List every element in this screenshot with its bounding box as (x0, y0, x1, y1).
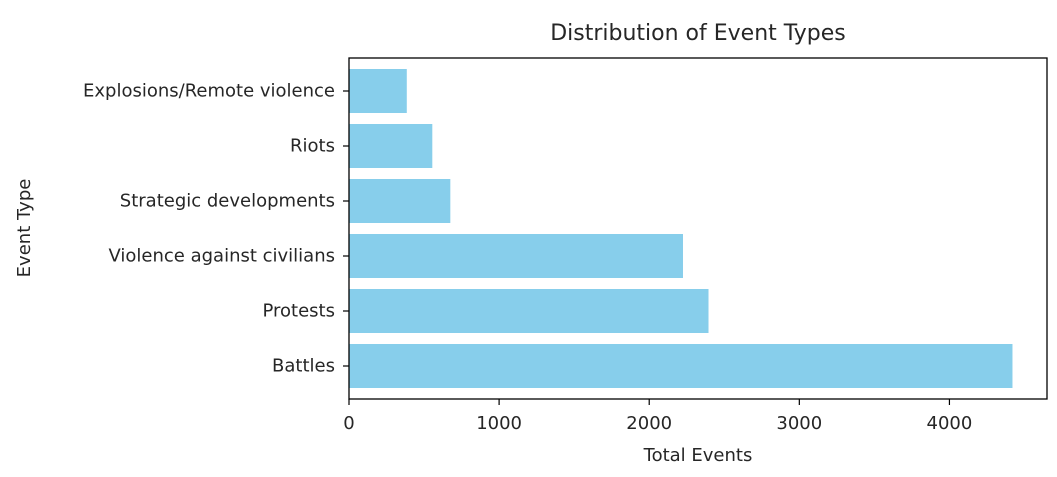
y-tick-label-3: Strategic developments (120, 191, 335, 212)
y-tick-label-0: Battles (272, 356, 335, 377)
chart-title: Distribution of Event Types (550, 21, 846, 46)
y-axis-label: Event Type (14, 179, 35, 278)
bars-group (349, 69, 1013, 388)
plot-frame (348, 57, 1048, 400)
bar-4 (349, 124, 433, 168)
x-tick-label-0: 0 (343, 413, 354, 434)
y-tick-label-1: Protests (262, 301, 335, 322)
bar-1 (349, 289, 709, 333)
x-tick-label-3: 3000 (776, 413, 822, 434)
x-axis-ticks: 0 1000 2000 3000 4000 (343, 399, 972, 434)
x-tick-label-4: 4000 (927, 413, 973, 434)
y-tick-label-2: Violence against civilians (108, 246, 335, 267)
bar-0 (349, 344, 1013, 388)
bar-2 (349, 234, 683, 278)
y-tick-label-4: Riots (290, 136, 335, 157)
bar-5 (349, 69, 407, 113)
y-tick-label-5: Explosions/Remote violence (83, 81, 335, 102)
x-tick-label-2: 2000 (626, 413, 672, 434)
x-axis-label: Total Events (643, 445, 753, 466)
bar-3 (349, 179, 451, 223)
x-tick-label-1: 1000 (476, 413, 522, 434)
y-axis-ticks: Battles Protests Violence against civilian… (83, 81, 349, 377)
